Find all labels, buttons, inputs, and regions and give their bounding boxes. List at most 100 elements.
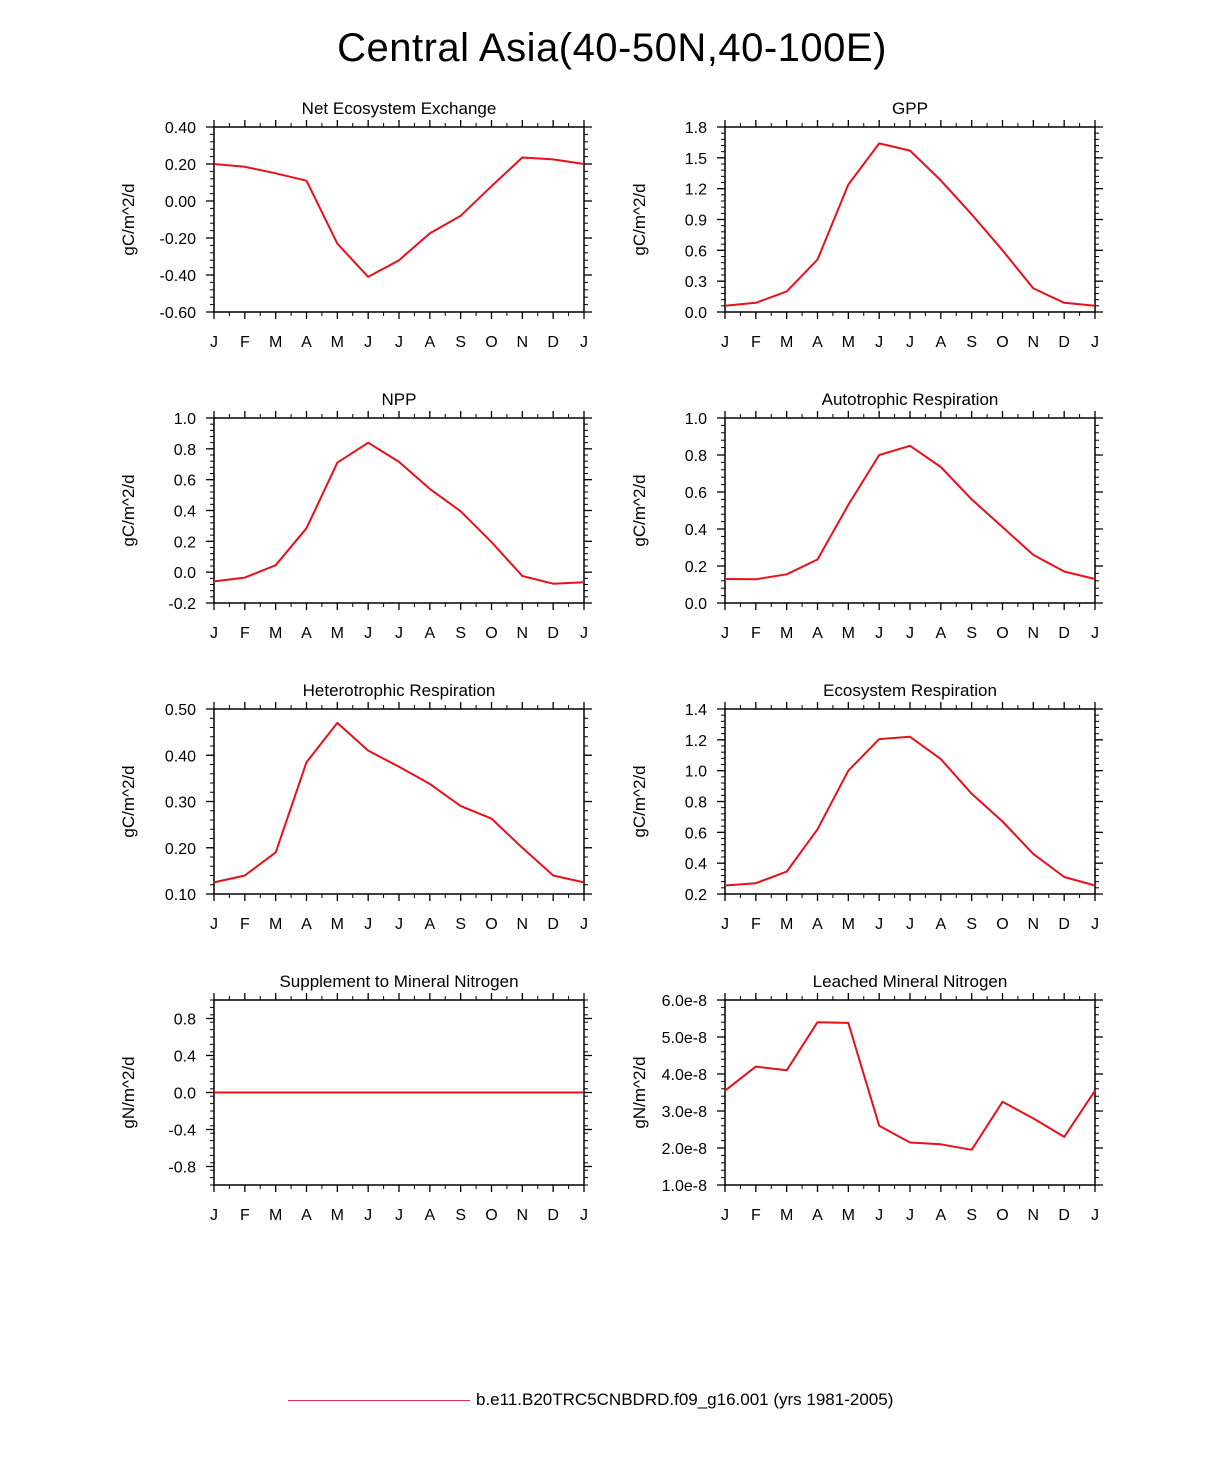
y-tick-label: 0.4: [174, 504, 196, 521]
y-tick-label: 0.0: [174, 1086, 196, 1103]
y-tick-label: 0.4: [174, 1049, 196, 1066]
x-tick-label: A: [424, 1207, 435, 1224]
x-tick-label: J: [875, 916, 883, 933]
x-tick-label: M: [780, 334, 793, 351]
x-tick-label: A: [935, 625, 946, 642]
y-tick-label: -0.4: [168, 1123, 196, 1140]
x-tick-label: M: [780, 1207, 793, 1224]
x-tick-label: N: [517, 625, 529, 642]
chart-panel-5: Heterotrophic Respiration gC/m^2/d J F M A M J J…: [119, 681, 592, 933]
x-tick-label: J: [875, 334, 883, 351]
y-tick-label: 1.0: [174, 411, 196, 428]
x-tick-label: O: [996, 334, 1008, 351]
x-tick-label: M: [269, 334, 282, 351]
y-tick-label: 1.2: [685, 733, 707, 750]
y-tick-label: 1.0e-8: [662, 1178, 707, 1195]
chart-title: Heterotrophic Respiration: [303, 681, 496, 700]
x-tick-label: J: [364, 916, 372, 933]
x-tick-label: J: [210, 1207, 218, 1224]
chart-title: NPP: [382, 390, 417, 409]
x-tick-label: A: [935, 334, 946, 351]
x-tick-label: J: [721, 916, 729, 933]
x-tick-label: A: [301, 1207, 312, 1224]
x-tick-label: A: [424, 334, 435, 351]
x-tick-label: D: [1058, 916, 1070, 933]
x-tick-label: S: [966, 1207, 977, 1224]
x-tick-label: J: [364, 625, 372, 642]
x-tick-label: J: [210, 916, 218, 933]
y-axis-label: gC/m^2/d: [630, 474, 649, 546]
plot-frame: [213, 417, 585, 604]
y-tick-label: 4.0e-8: [662, 1067, 707, 1084]
y-tick-label: 1.0: [685, 764, 707, 781]
y-tick-label: 0.8: [174, 1012, 196, 1029]
x-tick-label: S: [455, 916, 466, 933]
x-tick-label: J: [395, 1207, 403, 1224]
x-tick-label: D: [547, 916, 559, 933]
x-tick-label: O: [996, 1207, 1008, 1224]
y-tick-label: -0.40: [160, 268, 197, 285]
x-tick-label: J: [721, 1207, 729, 1224]
y-tick-label: 5.0e-8: [662, 1030, 707, 1047]
y-tick-label: 0.50: [165, 702, 196, 719]
chart-panel-2: GPP gC/m^2/d J F M A M J J A S O N D J 0.0 0.3 0.6 0.9 1.2 1…: [630, 99, 1103, 351]
x-tick-label: A: [935, 1207, 946, 1224]
y-tick-label: 0.2: [174, 534, 196, 551]
y-tick-label: 0.9: [685, 213, 707, 230]
series-line: [213, 721, 585, 884]
x-tick-label: D: [547, 334, 559, 351]
x-tick-label: J: [210, 625, 218, 642]
x-tick-label: N: [1028, 625, 1040, 642]
x-tick-label: M: [269, 625, 282, 642]
x-tick-label: D: [1058, 625, 1070, 642]
legend-label: b.e11.B20TRC5CNBDRD.f09_g16.001 (yrs 198…: [476, 1390, 894, 1409]
chart-title: GPP: [892, 99, 928, 118]
x-tick-label: S: [966, 334, 977, 351]
x-tick-label: F: [751, 1207, 761, 1224]
x-tick-label: A: [812, 334, 823, 351]
x-tick-label: J: [1091, 1207, 1099, 1224]
x-tick-label: A: [301, 625, 312, 642]
x-tick-label: O: [996, 916, 1008, 933]
y-axis-label: gC/m^2/d: [119, 183, 138, 255]
y-tick-label: 0.2: [685, 559, 707, 576]
y-tick-label: 0.40: [165, 748, 196, 765]
series-line: [213, 441, 585, 585]
x-tick-label: N: [517, 1207, 529, 1224]
x-tick-label: M: [269, 916, 282, 933]
x-tick-label: A: [812, 916, 823, 933]
x-tick-label: M: [842, 916, 855, 933]
chart-panel-1: Net Ecosystem Exchange gC/m^2/d J F M A M J J A S O…: [119, 99, 592, 351]
x-tick-label: S: [966, 916, 977, 933]
y-tick-label: -0.60: [160, 305, 197, 322]
chart-panel-7: Supplement to Mineral Nitrogen gN/m^2/d J F…: [119, 972, 592, 1224]
x-tick-label: A: [301, 334, 312, 351]
x-tick-label: M: [842, 334, 855, 351]
x-tick-label: F: [240, 625, 250, 642]
y-axis-label: gC/m^2/d: [119, 765, 138, 837]
x-tick-label: S: [966, 625, 977, 642]
x-tick-label: J: [1091, 334, 1099, 351]
legend: b.e11.B20TRC5CNBDRD.f09_g16.001 (yrs 198…: [288, 1388, 893, 1412]
chart-title: Leached Mineral Nitrogen: [813, 972, 1008, 991]
y-tick-label: 1.2: [685, 182, 707, 199]
x-tick-label: F: [751, 334, 761, 351]
x-tick-label: N: [517, 334, 529, 351]
x-tick-label: J: [580, 334, 588, 351]
plot-frame: [724, 999, 1096, 1186]
y-tick-label: 3.0e-8: [662, 1104, 707, 1121]
x-tick-label: D: [1058, 334, 1070, 351]
x-tick-label: O: [996, 625, 1008, 642]
y-tick-label: 0.4: [685, 856, 707, 873]
y-tick-label: 0.00: [165, 194, 196, 211]
x-tick-label: D: [547, 1207, 559, 1224]
x-tick-label: A: [935, 916, 946, 933]
series-line: [724, 735, 1096, 887]
plot-frame: [213, 708, 585, 895]
y-tick-label: 0.4: [685, 522, 707, 539]
x-tick-label: S: [455, 1207, 466, 1224]
series-line: [724, 444, 1096, 581]
y-tick-label: 0.6: [685, 243, 707, 260]
y-tick-label: 0.10: [165, 887, 196, 904]
